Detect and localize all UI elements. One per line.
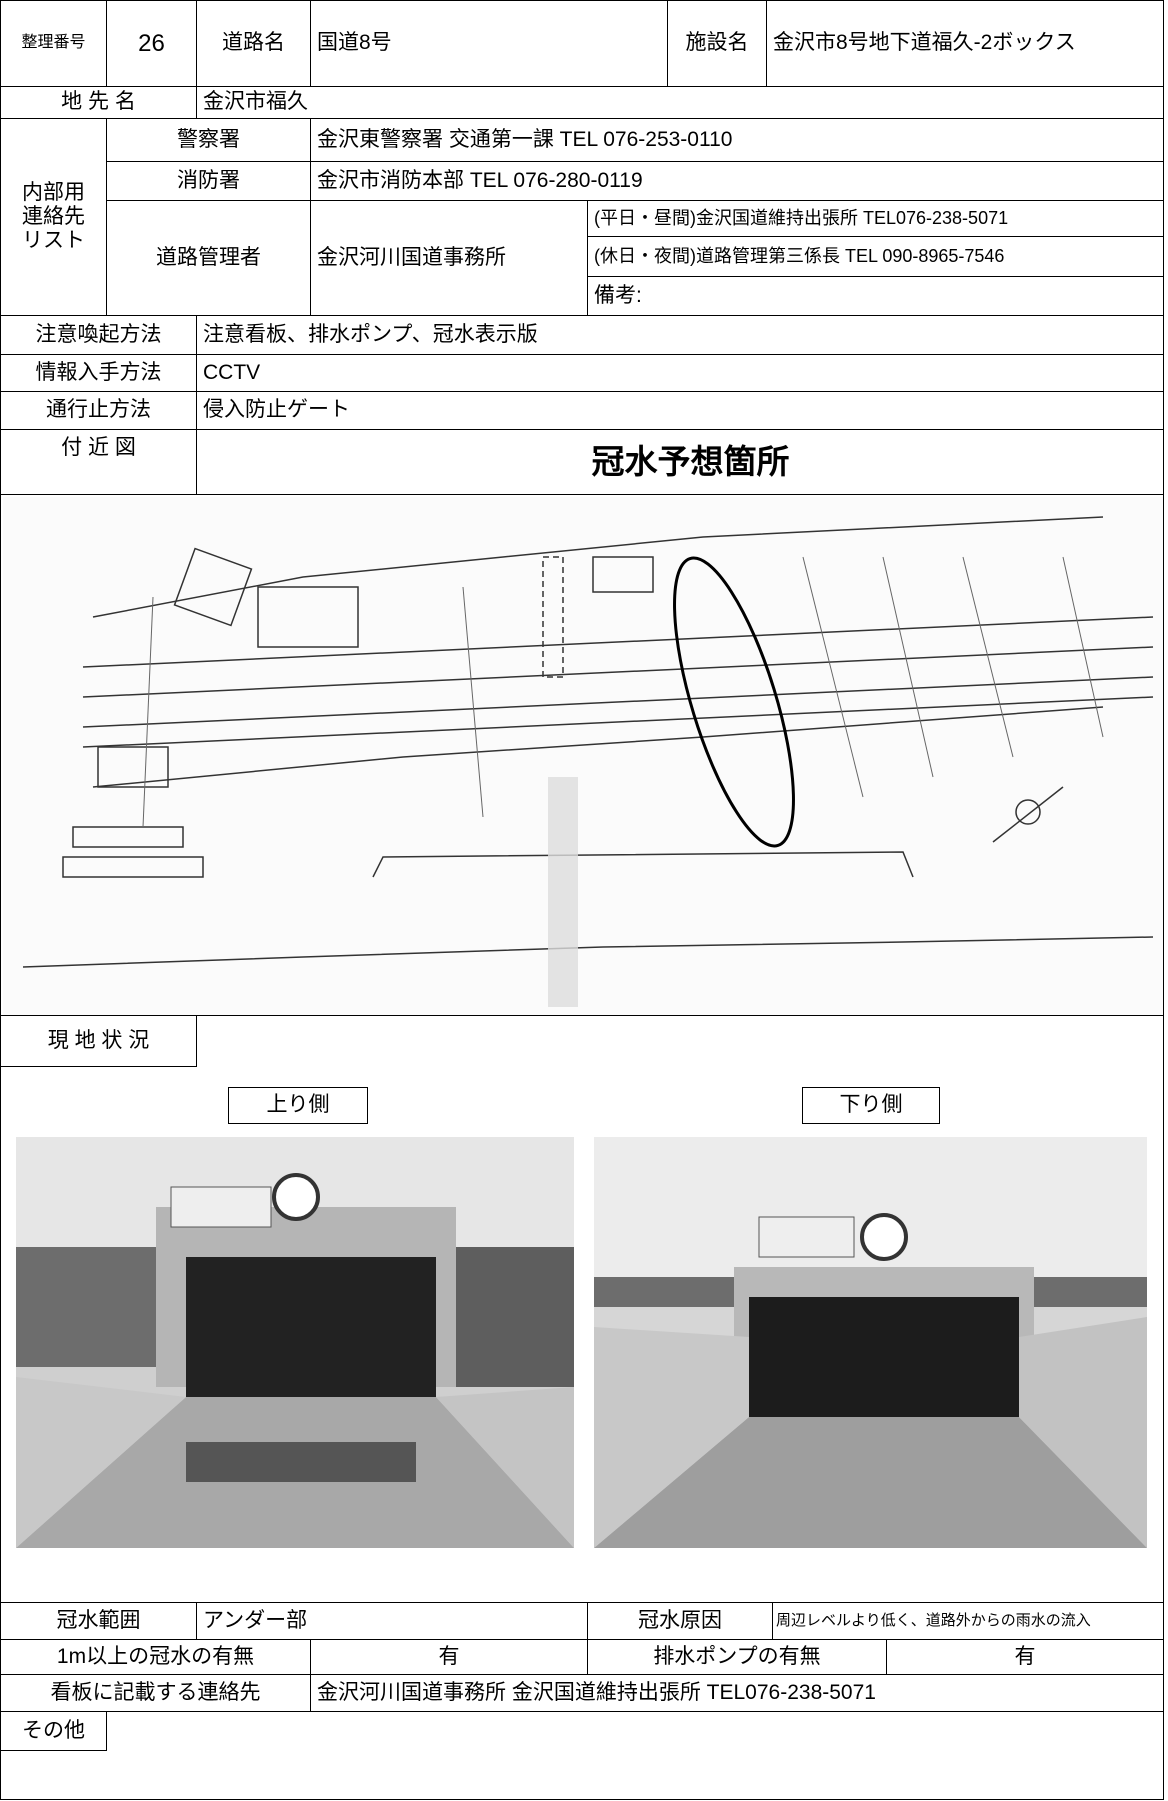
fire-label: 消防署 [106,161,311,201]
road-admin-holiday: (休日・夜間)道路管理第三係長 TEL 090-8965-7546 [587,236,1164,277]
closure: 侵入防止ゲート [196,391,1164,430]
flood-cause: 周辺レベルより低く、道路外からの雨水の流入 [772,1602,1164,1640]
other-row [0,1711,1164,1800]
site-frame [0,1015,1164,1603]
up-label: 上り側 [228,1087,368,1124]
warning-label: 注意喚起方法 [0,315,197,355]
info: CCTV [196,354,1164,392]
flood-range: アンダー部 [196,1602,588,1640]
police: 金沢東警察署 交通第一課 TEL 076-253-0110 [310,118,1164,162]
contacts-label-line: リスト [22,229,85,253]
other-label: その他 [0,1711,107,1751]
sign-contact-label: 看板に記載する連絡先 [0,1674,311,1712]
map-image [3,497,1163,1015]
road-label: 道路名 [196,0,311,87]
deep-flood-label: 1m以上の冠水の有無 [0,1639,311,1675]
warning: 注意看板、排水ポンプ、冠水表示版 [196,315,1164,355]
number: 26 [106,0,197,87]
fire: 金沢市消防本部 TEL 076-280-0119 [310,161,1164,201]
sign-contact: 金沢河川国道事務所 金沢国道維持出張所 TEL076-238-5071 [310,1674,1164,1712]
pump-label: 排水ポンプの有無 [587,1639,887,1675]
flood-cause-label: 冠水原因 [587,1602,773,1640]
down-label: 下り側 [802,1087,940,1124]
closure-label: 通行止方法 [0,391,197,430]
info-label: 情報入手方法 [0,354,197,392]
photo-up [16,1137,574,1548]
map-label: 付 近 図 [0,429,197,495]
contacts-label-line: 内部用 [22,180,85,204]
facility-label: 施設名 [667,0,767,87]
number-label: 整理番号 [0,0,107,87]
location: 金沢市福久 [196,86,1164,119]
flood-range-label: 冠水範囲 [0,1602,197,1640]
road-admin-office: 金沢河川国道事務所 [310,200,588,316]
map-frame [0,494,1164,1016]
road-admin-label: 道路管理者 [106,200,311,316]
photo-down [594,1137,1147,1548]
road: 国道8号 [310,0,668,87]
pump: 有 [886,1639,1164,1675]
contacts-label-line: 連絡先 [22,204,85,228]
road-admin-remarks: 備考: [587,276,1164,316]
map-title: 冠水予想箇所 [591,442,790,480]
police-label: 警察署 [106,118,311,162]
deep-flood: 有 [310,1639,588,1675]
road-admin-weekday: (平日・昼間)金沢国道維持出張所 TEL076-238-5071 [587,200,1164,237]
contacts-label: 内部用 連絡先 リスト [0,118,107,316]
location-label: 地 先 名 [0,86,197,119]
facility: 金沢市8号地下道福久-2ボックス [766,0,1164,87]
